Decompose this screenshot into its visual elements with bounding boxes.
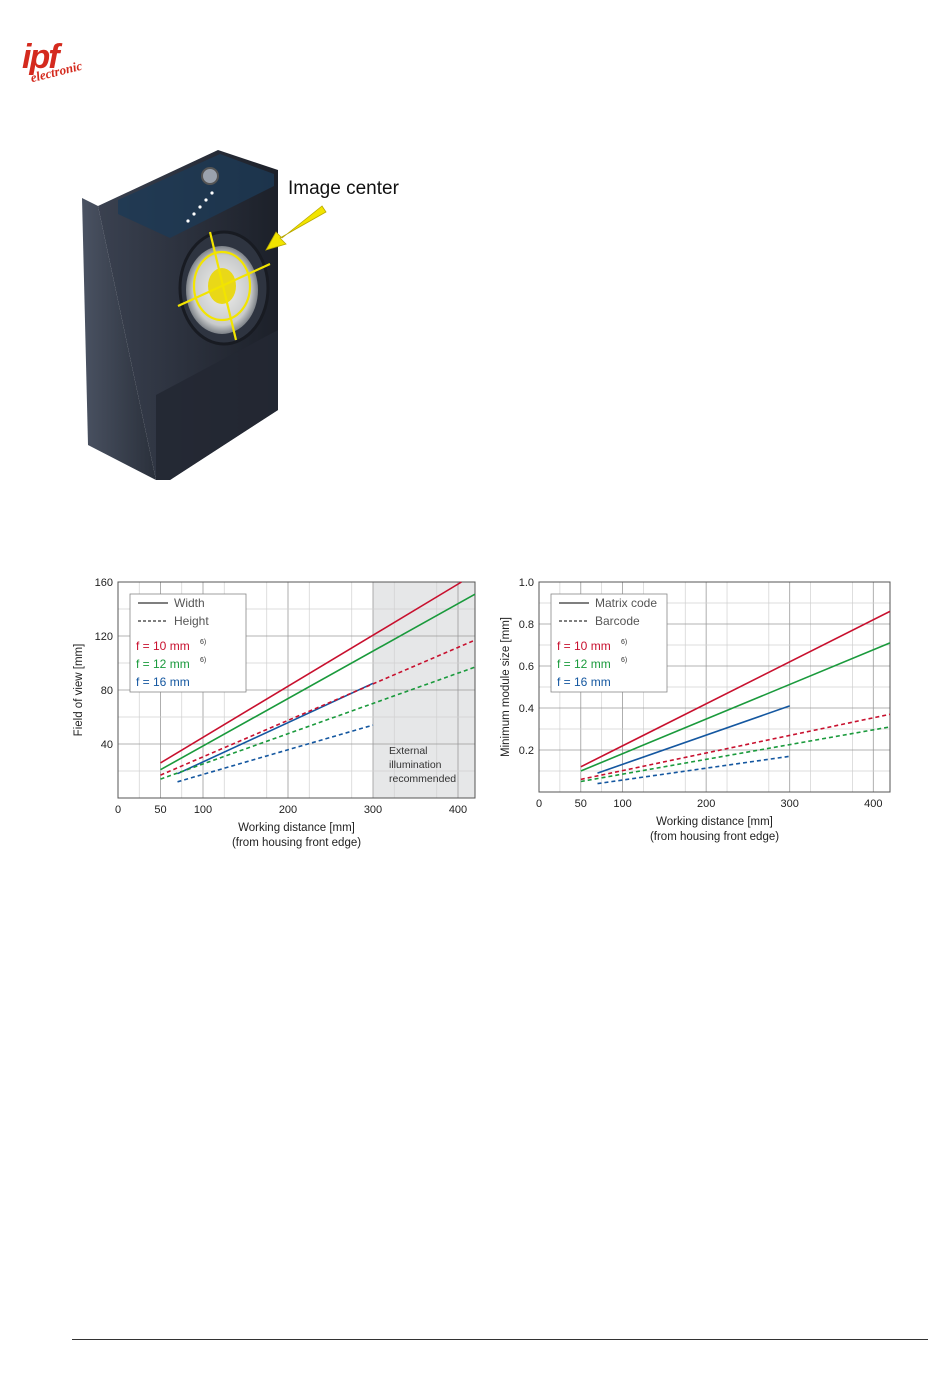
legend-style-label: Width [174,596,205,610]
legend-box [550,593,668,693]
series-line [597,705,790,774]
y-tick-label: 160 [95,577,113,589]
y-tick-label: 1.0 [519,577,534,589]
plot-frame [117,581,476,799]
y-axis-label: Minimum module size [mm] [500,617,512,757]
device-side-face [82,198,156,480]
y-tick-label: 0.6 [519,661,534,673]
shaded-region-label: illumination [389,759,442,771]
x-tick-label: 300 [364,804,382,816]
x-tick-label: 100 [194,804,212,816]
y-tick-label: 80 [101,685,113,697]
plot-frame [538,581,891,793]
device-lower-step [156,330,278,480]
device-top-panel [118,154,274,238]
image-center-callout: Image center [288,178,399,199]
shaded-region-label: External [389,745,428,757]
y-tick-label: 0.2 [519,745,534,757]
legend-focal-label: f = 12 mm [136,657,190,671]
x-axis-label: Working distance [mm] [656,816,773,828]
series-line [160,581,462,764]
x-tick-label: 0 [115,804,121,816]
y-tick-label: 120 [95,631,113,643]
x-tick-label: 100 [613,798,631,810]
series-line [580,713,891,781]
legend-style-label: Matrix code [595,596,657,610]
legend-footnote-mark: 6) [200,639,206,646]
device-connector [201,167,219,185]
x-tick-label: 300 [781,798,799,810]
callout-arrow [265,205,327,251]
x-axis-label: Working distance [mm] [238,822,355,834]
series-line [177,682,374,775]
footer-rule [72,1339,928,1340]
device-image [82,150,327,480]
logo-mark: ipf [22,38,60,76]
series-line [160,639,476,776]
legend-focal-label: f = 10 mm [136,639,190,653]
y-axis-label: Field of view [mm] [73,644,85,737]
field-of-view-chart: 0 50 100 200 300 400 40 80 120 160 External illumin… [73,577,476,849]
company-logo: ipf electronic [22,40,92,92]
x-tick-label: 200 [279,804,297,816]
legend-focal-label: f = 12 mm [557,657,611,671]
series-line [580,642,891,772]
x-tick-label: 0 [536,798,542,810]
x-tick-label: 50 [154,804,166,816]
legend-footnote-mark: 6) [200,657,206,664]
legend-footnote-mark: 6) [621,657,627,664]
image-center-crosshair [177,231,271,341]
module-size-chart: 0 50 100 200 300 400 0.2 0.4 0.6 0.8 1.0 Matrix cod… [500,577,891,843]
legend-focal-label: f = 16 mm [136,675,190,689]
x-axis-sublabel: (from housing front edge) [650,831,779,843]
legend-footnote-mark: 6) [621,639,627,646]
shaded-region-label: recommended [389,773,456,785]
legend-focal-label: f = 16 mm [557,675,611,689]
series-line [580,610,891,768]
legend-box [129,593,247,693]
series-line [597,755,790,785]
series-line [580,726,891,783]
legend-focal-label: f = 10 mm [557,639,611,653]
y-tick-label: 0.8 [519,619,534,631]
legend-style-label: Height [174,614,209,628]
device-leds [186,191,214,223]
legend-style-label: Barcode [595,614,640,628]
x-tick-label: 50 [575,798,587,810]
series-line [160,593,476,771]
x-tick-label: 400 [864,798,882,810]
x-tick-label: 400 [449,804,467,816]
y-tick-label: 40 [101,739,113,751]
series-line [177,724,374,783]
x-axis-sublabel: (from housing front edge) [232,837,361,849]
x-tick-label: 200 [697,798,715,810]
y-tick-label: 0.4 [519,703,534,715]
